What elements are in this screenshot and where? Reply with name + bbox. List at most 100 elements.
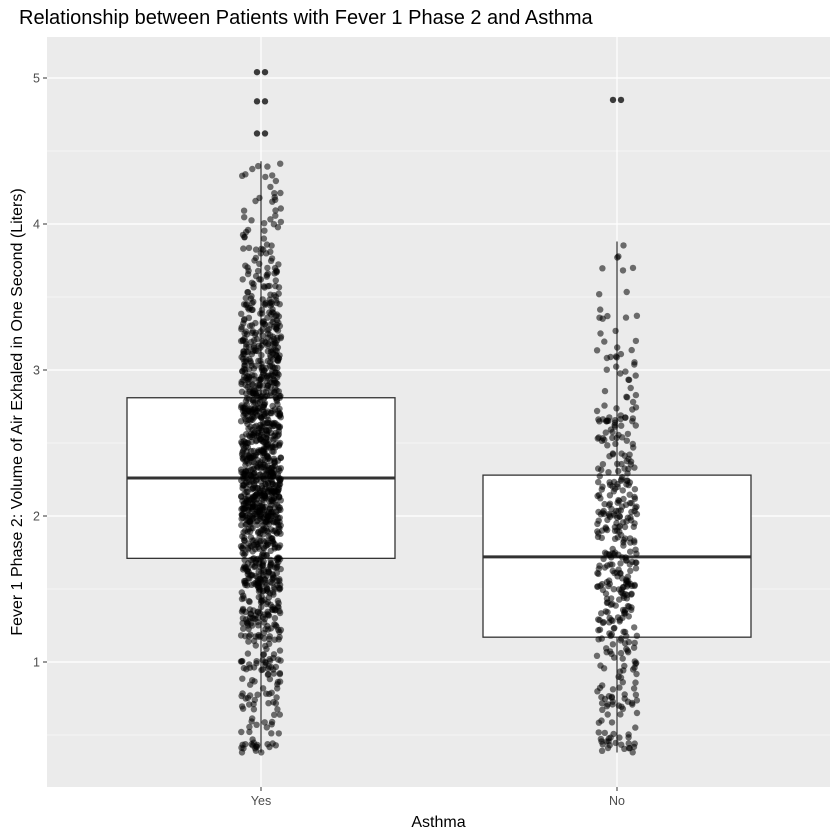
data-point	[240, 376, 247, 384]
data-point	[251, 257, 258, 264]
data-point	[246, 606, 254, 613]
data-point	[264, 453, 271, 460]
data-point	[595, 416, 602, 423]
y-tick-label: 1	[33, 656, 40, 670]
data-point	[245, 343, 252, 351]
data-point	[629, 418, 636, 425]
outlier-point	[609, 96, 617, 104]
data-point	[274, 337, 281, 344]
data-point	[598, 437, 606, 444]
data-point	[267, 291, 274, 298]
data-point	[624, 430, 632, 438]
data-point	[249, 466, 256, 473]
data-point	[615, 673, 622, 680]
data-point	[239, 690, 246, 697]
data-point	[259, 332, 266, 339]
data-point	[627, 539, 634, 546]
data-point	[631, 520, 638, 527]
data-point	[272, 429, 279, 436]
data-point	[266, 675, 274, 683]
x-tick-label: No	[609, 794, 625, 808]
data-point	[595, 478, 602, 486]
data-point	[265, 416, 272, 424]
data-point	[631, 495, 639, 502]
data-point	[240, 625, 247, 632]
data-point	[599, 706, 606, 713]
data-point	[265, 472, 272, 479]
data-point	[265, 488, 272, 495]
data-point	[606, 492, 614, 499]
data-point	[249, 537, 256, 544]
data-point	[275, 484, 283, 491]
data-point	[268, 410, 275, 417]
data-point	[254, 456, 261, 464]
data-point	[274, 380, 281, 388]
data-point	[268, 346, 275, 354]
data-point	[608, 719, 616, 726]
data-point	[605, 735, 613, 742]
data-point	[267, 561, 274, 569]
data-point	[240, 745, 247, 752]
outlier-point	[261, 98, 269, 105]
data-point	[264, 665, 272, 672]
data-point	[275, 388, 282, 395]
data-point	[599, 461, 607, 468]
data-point	[608, 631, 615, 638]
data-point	[275, 730, 282, 737]
data-point	[246, 701, 253, 708]
data-point	[267, 495, 274, 503]
data-point	[259, 318, 266, 325]
data-point	[607, 353, 614, 361]
data-point	[270, 670, 277, 677]
data-point	[255, 408, 262, 415]
data-point	[272, 312, 280, 320]
data-point	[271, 498, 279, 505]
data-point	[246, 728, 253, 736]
data-point	[238, 521, 245, 529]
data-point	[243, 228, 250, 236]
data-point	[269, 367, 276, 375]
data-point	[259, 666, 266, 673]
data-point	[276, 584, 283, 592]
data-point	[270, 699, 277, 706]
data-point	[613, 434, 620, 442]
data-point	[599, 483, 606, 490]
data-point	[259, 531, 267, 538]
data-point	[595, 636, 602, 643]
data-point	[615, 467, 622, 475]
data-point	[622, 368, 629, 375]
data-point	[262, 625, 269, 633]
data-point	[625, 581, 632, 588]
data-point	[261, 719, 268, 726]
data-point	[242, 550, 249, 557]
data-point	[238, 310, 245, 317]
data-point	[275, 442, 283, 449]
data-point	[595, 508, 602, 516]
data-point	[632, 337, 640, 345]
data-point	[597, 330, 604, 337]
data-point	[257, 357, 264, 364]
data-point	[613, 354, 620, 361]
data-point	[599, 416, 607, 423]
data-point	[251, 696, 258, 704]
outlier-point	[617, 96, 625, 104]
data-point	[261, 220, 268, 227]
data-point	[272, 207, 279, 214]
data-point	[246, 512, 253, 520]
data-point	[270, 448, 277, 455]
data-point	[632, 679, 639, 686]
data-point	[618, 741, 625, 748]
data-point	[621, 695, 628, 702]
data-point	[241, 214, 248, 221]
data-point	[243, 331, 251, 338]
data-point	[252, 642, 259, 649]
data-point	[237, 632, 245, 639]
data-point	[610, 488, 617, 495]
data-point	[632, 546, 639, 553]
data-point	[611, 423, 619, 430]
data-point	[257, 478, 265, 485]
data-point	[604, 516, 611, 524]
data-point	[270, 436, 277, 443]
data-point	[258, 352, 265, 359]
